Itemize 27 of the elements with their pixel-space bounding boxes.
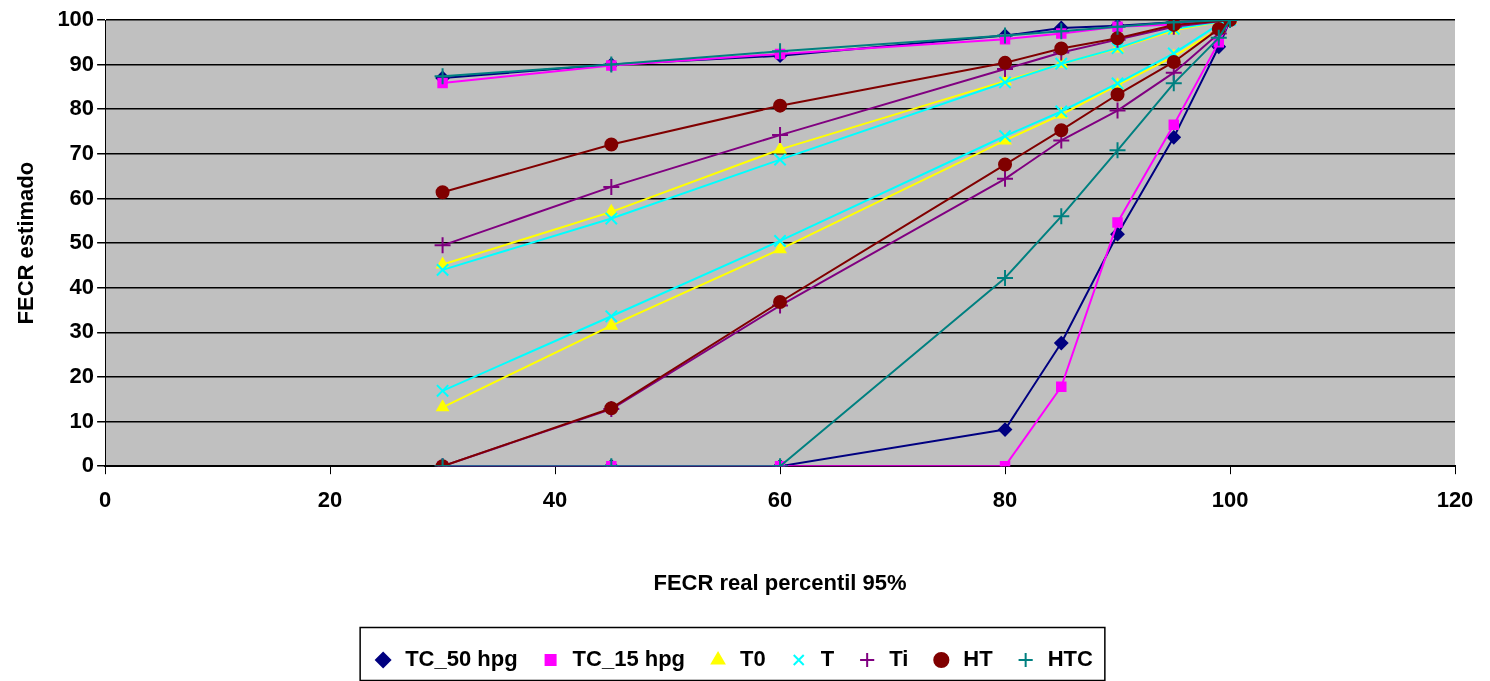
y-tick-label: 40 [69, 273, 95, 299]
y-tick-label: 70 [69, 139, 95, 165]
x-tick-label: 120 [1436, 487, 1474, 513]
legend-label: T0 [740, 646, 766, 672]
legend-label: Ti [889, 646, 909, 672]
y-tick-label: 90 [69, 50, 95, 76]
x-tick-label: 100 [1211, 487, 1249, 513]
y-tick-label: 100 [57, 6, 95, 32]
y-tick-label: 50 [69, 229, 95, 255]
y-axis-title: FECR estimado [13, 161, 39, 325]
x-tick-label: 20 [317, 487, 343, 513]
x-tick-label: 0 [98, 487, 112, 513]
legend-label: HT [963, 646, 994, 672]
legend-label: TC_50 hpg [405, 646, 518, 672]
y-tick-label: 60 [69, 184, 95, 210]
x-tick-label: 80 [992, 487, 1018, 513]
y-tick-label: 0 [81, 452, 95, 478]
y-tick-label: 20 [69, 363, 95, 389]
legend-label: TC_15 hpg [572, 646, 686, 672]
y-tick-label: 80 [69, 95, 95, 121]
x-tick-label: 60 [767, 487, 793, 513]
legend-label: T [820, 646, 835, 672]
x-tick-label: 40 [542, 487, 568, 513]
y-tick-label: 30 [69, 318, 95, 344]
legend-label: HTC [1047, 646, 1093, 672]
y-tick-label: 10 [69, 407, 95, 433]
x-axis-title: FECR real percentil 95% [653, 569, 907, 595]
